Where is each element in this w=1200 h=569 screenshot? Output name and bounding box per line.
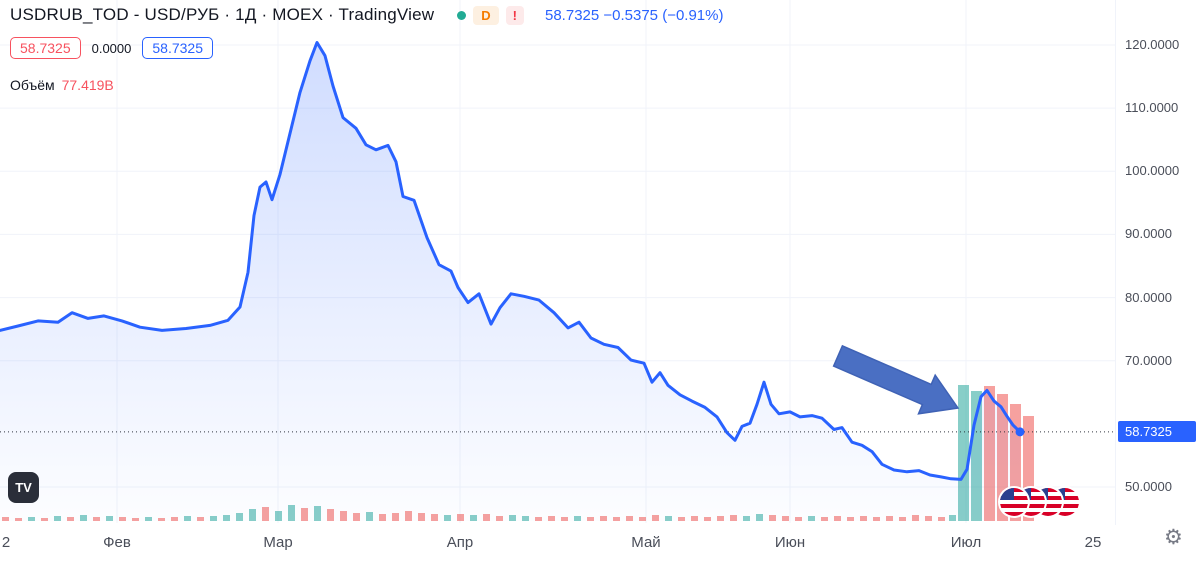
status-dot-icon [457, 10, 467, 20]
price-axis-label: 100.0000 [1125, 163, 1180, 179]
time-axis[interactable]: 2 Фев Мар Апр Май Июн Июл 25 [0, 525, 1115, 569]
price-change: 58.7325 −0.5375 (−0.91%) [545, 6, 724, 24]
time-axis-label: 25 [1084, 534, 1102, 551]
time-axis-label: Мар [263, 534, 293, 551]
price-axis-label: 80.0000 [1125, 289, 1172, 305]
us-flag-icons [998, 486, 1081, 518]
time-axis-label: 2 [1, 534, 11, 551]
chart-legend: USDRUB_TOD - USD/РУБ · 1Д · MOEX · Tradi… [10, 5, 723, 25]
time-axis-label: Фев [103, 534, 131, 551]
time-axis-label: Июн [774, 534, 806, 551]
quote-row: 58.7325 0.0000 58.7325 [10, 37, 213, 59]
price-line [0, 41, 1022, 481]
price-axis-label: 70.0000 [1125, 352, 1172, 368]
volume-value: 77.419B [61, 77, 114, 93]
symbol-title[interactable]: USDRUB_TOD - USD/РУБ · 1Д · MOEX · Tradi… [10, 5, 435, 24]
price-axis[interactable]: 120.0000 110.0000 100.0000 90.0000 80.0000 70… [1115, 0, 1200, 525]
spread-value: 0.0000 [91, 40, 132, 56]
price-axis-label: 50.0000 [1125, 479, 1172, 494]
chart-pane[interactable] [0, 0, 1115, 525]
time-axis-label: Июл [950, 534, 982, 551]
last-price-dot [1015, 427, 1025, 437]
price-axis-label: 90.0000 [1125, 226, 1172, 242]
interval-badge[interactable]: D [473, 5, 499, 25]
area-fill [0, 42, 1020, 521]
arrow-annotation [832, 344, 960, 415]
buy-price-button[interactable]: 58.7325 [142, 37, 213, 59]
price-axis-label: 120.0000 [1125, 37, 1180, 52]
volume-label: Объём [10, 77, 55, 93]
alert-badge[interactable]: ! [505, 5, 524, 25]
price-axis-label: 110.0000 [1125, 100, 1179, 116]
tradingview-logo[interactable]: TV [8, 472, 39, 503]
settings-gear-icon[interactable]: ⚙ [1164, 525, 1183, 549]
time-axis-label: Май [631, 534, 661, 551]
volume-row: Объём 77.419B [10, 77, 114, 93]
current-price-label: 58.7325 [1118, 420, 1196, 442]
sell-price-button[interactable]: 58.7325 [10, 37, 81, 59]
time-axis-label: Апр [446, 534, 474, 551]
plot-svg [0, 0, 1115, 523]
